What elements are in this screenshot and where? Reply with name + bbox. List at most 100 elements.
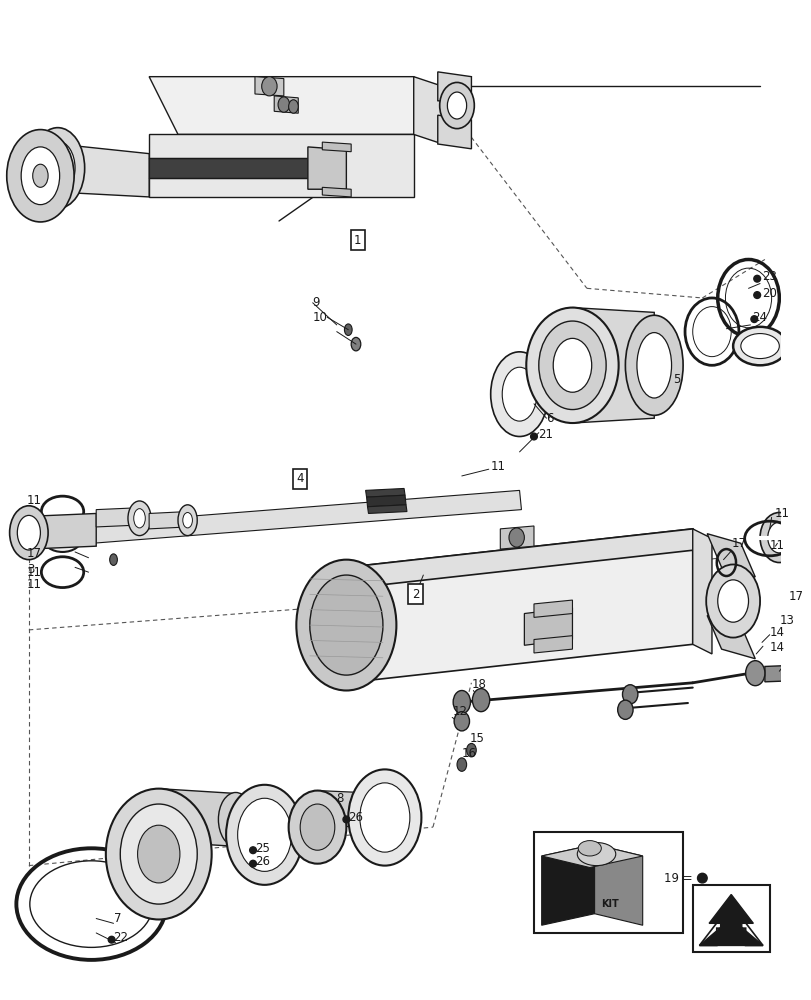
Text: 23: 23 (761, 270, 776, 283)
Ellipse shape (348, 769, 421, 866)
Ellipse shape (636, 333, 671, 398)
Text: 19 =: 19 = (663, 872, 692, 885)
Text: 11: 11 (490, 460, 505, 473)
Polygon shape (96, 508, 139, 527)
Circle shape (697, 873, 706, 883)
Ellipse shape (508, 528, 524, 547)
Polygon shape (764, 665, 788, 682)
Ellipse shape (134, 509, 145, 528)
Circle shape (750, 316, 757, 322)
Polygon shape (322, 187, 350, 197)
Polygon shape (692, 529, 711, 654)
Ellipse shape (218, 792, 253, 846)
Text: 11: 11 (27, 494, 42, 507)
Polygon shape (437, 115, 471, 149)
Text: 4: 4 (296, 472, 303, 485)
Text: KIT: KIT (545, 899, 563, 909)
Text: 12: 12 (452, 705, 466, 718)
Ellipse shape (238, 798, 291, 871)
Ellipse shape (288, 791, 346, 864)
Ellipse shape (359, 783, 410, 852)
Ellipse shape (310, 575, 383, 675)
Ellipse shape (552, 338, 591, 392)
Polygon shape (367, 505, 406, 513)
Ellipse shape (539, 321, 605, 410)
Text: 24: 24 (752, 311, 766, 324)
Polygon shape (149, 77, 442, 134)
Polygon shape (706, 534, 754, 577)
Polygon shape (346, 529, 692, 683)
Polygon shape (437, 72, 471, 106)
Text: 9: 9 (312, 296, 320, 309)
Polygon shape (534, 636, 572, 653)
Ellipse shape (453, 712, 469, 731)
Ellipse shape (296, 560, 396, 691)
Polygon shape (572, 308, 654, 423)
Ellipse shape (622, 685, 637, 704)
Polygon shape (149, 512, 187, 529)
Ellipse shape (277, 97, 290, 112)
Text: 17: 17 (27, 547, 42, 560)
Polygon shape (322, 142, 350, 152)
Circle shape (753, 275, 760, 282)
Polygon shape (708, 894, 753, 938)
Ellipse shape (350, 337, 360, 351)
Ellipse shape (300, 804, 334, 850)
Ellipse shape (447, 92, 466, 119)
Text: 16: 16 (461, 747, 476, 760)
Polygon shape (365, 488, 405, 497)
Polygon shape (159, 789, 235, 846)
Polygon shape (307, 147, 346, 189)
Polygon shape (366, 495, 406, 507)
Ellipse shape (182, 513, 192, 528)
Circle shape (342, 816, 350, 823)
Ellipse shape (120, 804, 197, 904)
Polygon shape (413, 77, 442, 144)
Polygon shape (149, 158, 327, 178)
Text: 5: 5 (672, 373, 680, 386)
Polygon shape (706, 615, 754, 659)
Ellipse shape (706, 564, 759, 638)
Text: 22: 22 (114, 931, 128, 944)
Text: 2: 2 (411, 588, 418, 601)
Text: KIT: KIT (601, 899, 618, 909)
Text: 10: 10 (312, 311, 327, 324)
Text: 21: 21 (537, 428, 552, 441)
Ellipse shape (344, 324, 352, 335)
Text: 11: 11 (27, 578, 42, 591)
Ellipse shape (502, 367, 536, 421)
Text: 20: 20 (761, 287, 776, 300)
Polygon shape (274, 96, 298, 113)
Text: 3: 3 (27, 563, 34, 576)
Text: 11: 11 (774, 507, 788, 520)
Ellipse shape (617, 700, 633, 719)
Text: 26: 26 (348, 811, 363, 824)
Polygon shape (58, 144, 149, 197)
Text: 17: 17 (788, 590, 803, 603)
Ellipse shape (466, 743, 476, 757)
Ellipse shape (21, 147, 59, 205)
Polygon shape (698, 919, 762, 945)
Ellipse shape (490, 352, 547, 436)
Polygon shape (29, 490, 521, 548)
Ellipse shape (128, 501, 151, 536)
Ellipse shape (109, 554, 118, 565)
Text: 26: 26 (255, 855, 269, 868)
Ellipse shape (261, 77, 277, 96)
Ellipse shape (137, 825, 180, 883)
Polygon shape (541, 844, 642, 868)
Text: 14: 14 (769, 641, 783, 654)
Ellipse shape (10, 506, 48, 560)
Polygon shape (149, 134, 413, 197)
Polygon shape (255, 77, 284, 96)
Ellipse shape (225, 785, 303, 885)
Circle shape (249, 847, 256, 854)
Ellipse shape (43, 525, 82, 552)
Ellipse shape (51, 531, 74, 546)
Ellipse shape (457, 758, 466, 771)
Text: 14: 14 (769, 626, 783, 639)
Text: 1: 1 (354, 234, 361, 247)
Polygon shape (346, 529, 711, 587)
Text: 25: 25 (255, 842, 269, 855)
Polygon shape (698, 904, 762, 945)
